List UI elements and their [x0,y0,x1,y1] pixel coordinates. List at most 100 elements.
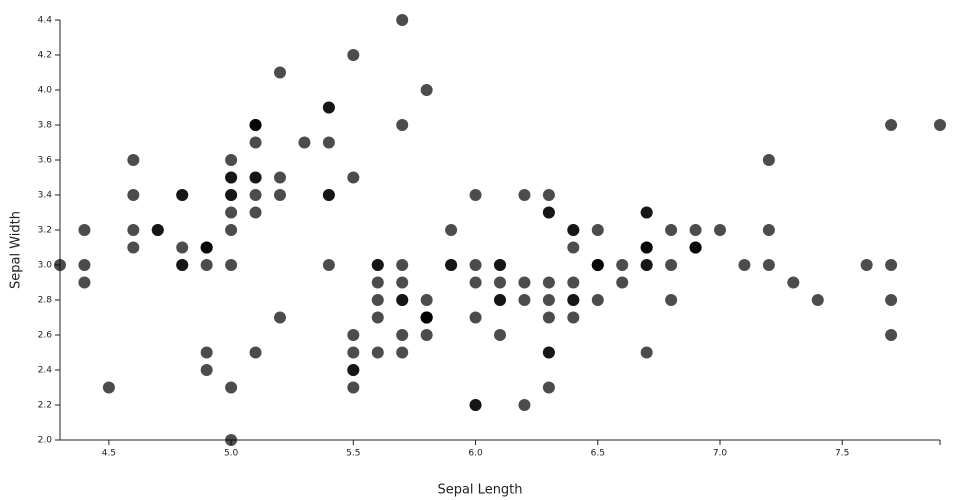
point [542,276,555,289]
point [200,241,213,254]
y-tick-label: 4.4 [38,16,53,26]
point [200,346,213,359]
point [225,434,238,446]
point [274,171,286,184]
x-tick-label: 6.0 [468,449,483,459]
point [518,276,531,289]
y-tick-label: 2.2 [38,401,52,411]
point [347,329,360,341]
x-tick-label: 7.0 [713,449,728,459]
point [347,346,360,359]
point [469,399,482,411]
y-tick-label: 2.4 [38,366,53,376]
point [371,259,384,271]
point [176,189,189,201]
point [396,14,409,26]
point [518,189,531,201]
point [542,381,555,394]
point [640,346,653,359]
point [371,276,384,289]
point [396,119,409,131]
point [665,259,678,271]
y-tick-label: 3.8 [38,121,53,131]
point [420,294,433,306]
point [885,259,898,271]
point [494,329,506,341]
y-tick-label: 4.2 [38,51,52,61]
point [127,154,140,166]
x-tick-label: 5.0 [224,449,239,459]
point [762,224,775,236]
point [225,259,238,271]
point [469,276,482,289]
point [249,136,262,149]
point [934,119,946,131]
point [78,224,91,236]
point [567,276,580,289]
point [225,154,238,166]
point [787,276,800,289]
point [127,189,140,201]
point [396,294,409,306]
point [885,329,898,341]
point [78,276,91,289]
point [225,381,238,394]
point [249,171,262,184]
point [225,171,238,184]
point [274,311,286,324]
point [322,136,335,149]
point [469,259,482,271]
point [127,224,140,236]
point [54,259,66,271]
y-tick-label: 2.8 [38,296,53,306]
point [714,224,726,236]
point [860,259,873,271]
point [762,154,775,166]
point [665,224,678,236]
point [347,49,360,61]
point [322,189,335,201]
point [420,84,433,96]
point [347,364,360,376]
point [127,241,140,254]
point [225,224,238,236]
point [885,294,898,306]
point [274,66,286,79]
point [591,294,604,306]
point [542,189,555,201]
point [689,241,702,254]
point [396,329,409,341]
point [176,259,189,271]
point [420,311,433,324]
point [445,224,458,236]
x-tick-label: 4.5 [102,449,116,459]
point [494,294,506,306]
point [396,346,409,359]
point [249,189,262,201]
y-tick-label: 3.2 [38,226,52,236]
point [200,259,213,271]
point [518,399,531,411]
point [616,259,629,271]
point [616,276,629,289]
x-tick-label: 5.5 [346,449,360,459]
point [249,206,262,219]
point [640,241,653,254]
point [591,259,604,271]
point [274,189,286,201]
x-axis-title: Sepal Length [437,483,522,498]
point [322,259,335,271]
point [567,241,580,254]
point [347,381,360,394]
point [494,276,506,289]
point [738,259,751,271]
point [567,311,580,324]
point [176,241,189,254]
y-tick-label: 2.0 [38,436,53,446]
point [542,346,555,359]
y-axis-title: Sepal Width [9,211,24,289]
point [665,294,678,306]
x-tick-label: 6.5 [591,449,605,459]
point [298,136,311,149]
